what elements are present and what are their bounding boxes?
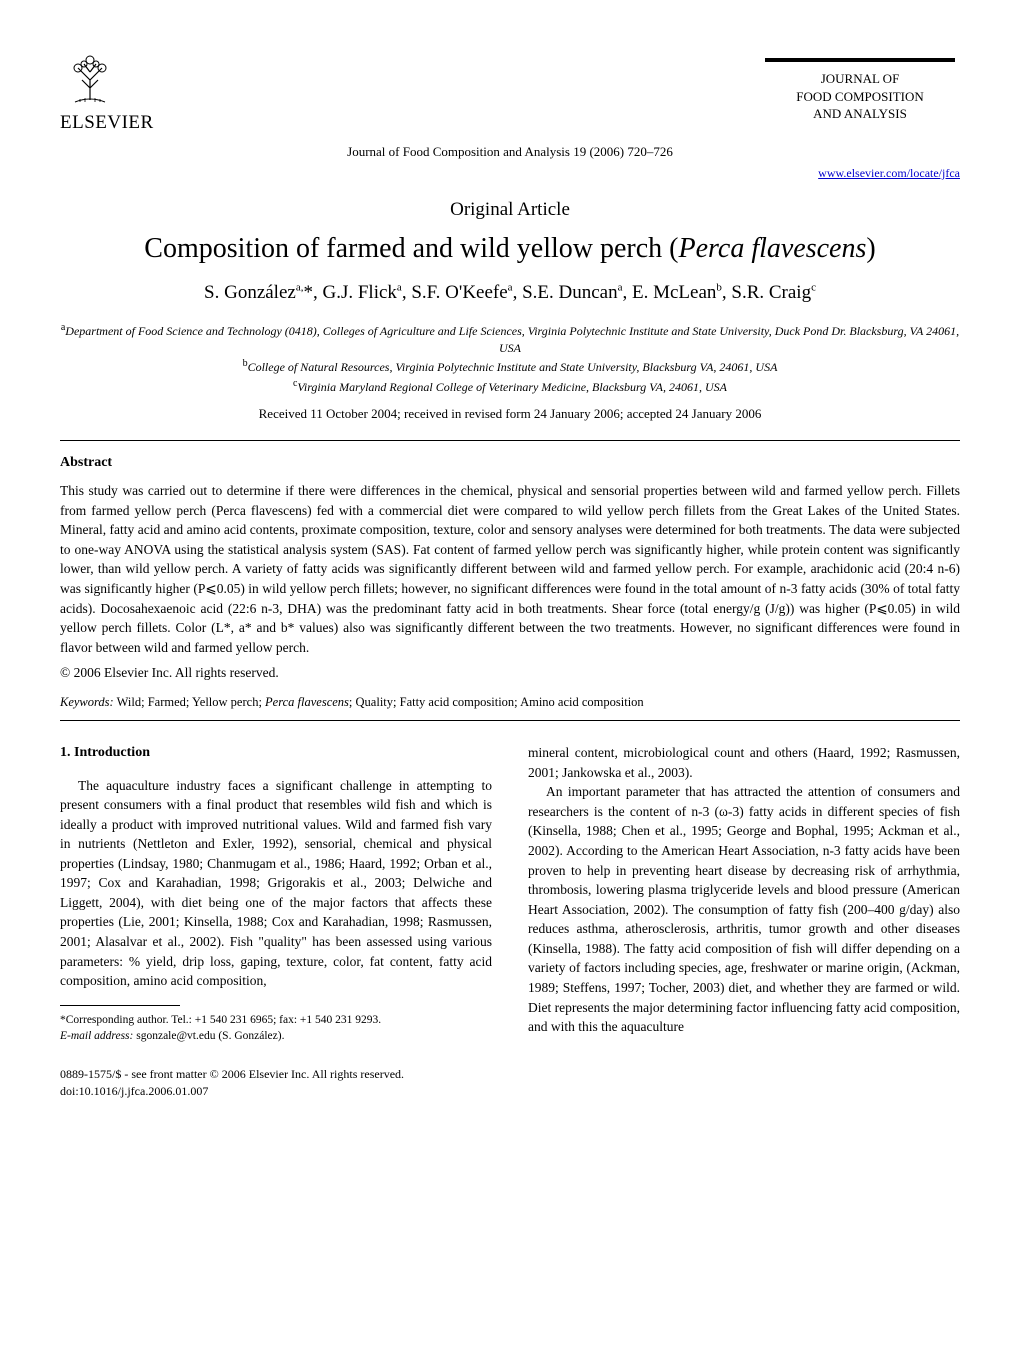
affiliation-c: cVirginia Maryland Regional College of V… [60, 377, 960, 396]
intro-paragraph-left: The aquaculture industry faces a signifi… [60, 776, 492, 991]
journal-url-anchor[interactable]: www.elsevier.com/locate/jfca [818, 166, 960, 180]
introduction-heading: 1. Introduction [60, 743, 492, 763]
article-type: Original Article [60, 199, 960, 221]
keywords-species: Perca flavescens [265, 695, 349, 709]
title-suffix: ) [866, 233, 875, 264]
affiliation-a-text: Department of Food Science and Technolog… [65, 324, 959, 355]
right-column: mineral content, microbiological count a… [528, 743, 960, 1044]
journal-name-block: JOURNAL OF FOOD COMPOSITION AND ANALYSIS [760, 58, 960, 123]
affiliation-c-text: Virginia Maryland Regional College of Ve… [297, 380, 727, 394]
footnote-rule [60, 1005, 180, 1006]
abstract-body: This study was carried out to determine … [60, 481, 960, 657]
footer-block: 0889-1575/$ - see front matter © 2006 El… [60, 1066, 960, 1100]
intro-right-p2: An important parameter that has attracte… [528, 782, 960, 1036]
left-column: 1. Introduction The aquaculture industry… [60, 743, 492, 1044]
journal-name-line3: AND ANALYSIS [760, 105, 960, 123]
affiliations-block: aDepartment of Food Science and Technolo… [60, 321, 960, 397]
issn-line: 0889-1575/$ - see front matter © 2006 El… [60, 1066, 960, 1083]
keywords-after: ; Quality; Fatty acid composition; Amino… [349, 695, 644, 709]
keywords-label: Keywords: [60, 695, 114, 709]
article-title: Composition of farmed and wild yellow pe… [60, 231, 960, 266]
title-prefix: Composition of farmed and wild yellow pe… [144, 233, 678, 264]
affiliation-b: bCollege of Natural Resources, Virginia … [60, 357, 960, 376]
email-value: sgonzale@vt.edu (S. González). [133, 1030, 284, 1042]
journal-url-link[interactable]: www.elsevier.com/locate/jfca [60, 166, 960, 181]
footnotes-block: *Corresponding author. Tel.: +1 540 231 … [60, 1012, 492, 1044]
page-header: ELSEVIER JOURNAL OF FOOD COMPOSITION AND… [60, 50, 960, 134]
title-species: Perca flavescens [679, 233, 867, 264]
intro-right-p1: mineral content, microbiological count a… [528, 743, 960, 782]
received-dates: Received 11 October 2004; received in re… [60, 406, 960, 422]
elsevier-tree-icon [60, 50, 120, 110]
doi-line: doi:10.1016/j.jfca.2006.01.007 [60, 1083, 960, 1100]
rule-below-keywords [60, 720, 960, 721]
rule-above-abstract [60, 440, 960, 441]
affiliation-b-text: College of Natural Resources, Virginia P… [248, 360, 778, 374]
corresponding-author-footnote: *Corresponding author. Tel.: +1 540 231 … [60, 1012, 492, 1028]
journal-name-line1: JOURNAL OF [760, 70, 960, 88]
publisher-logo-block: ELSEVIER [60, 50, 154, 134]
keywords-line: Keywords: Wild; Farmed; Yellow perch; Pe… [60, 695, 960, 710]
authors-line: S. Gonzáleza,*, G.J. Flicka, S.F. O'Keef… [60, 280, 960, 307]
email-label: E-mail address: [60, 1030, 133, 1042]
abstract-heading: Abstract [60, 455, 960, 471]
journal-rule [765, 58, 955, 62]
keywords-before: Wild; Farmed; Yellow perch; [114, 695, 265, 709]
publisher-name: ELSEVIER [60, 112, 154, 134]
body-two-column: 1. Introduction The aquaculture industry… [60, 743, 960, 1044]
abstract-copyright: © 2006 Elsevier Inc. All rights reserved… [60, 665, 960, 681]
journal-citation: Journal of Food Composition and Analysis… [60, 144, 960, 160]
email-footnote: E-mail address: sgonzale@vt.edu (S. Gonz… [60, 1028, 492, 1044]
journal-name-line2: FOOD COMPOSITION [760, 88, 960, 106]
affiliation-a: aDepartment of Food Science and Technolo… [60, 321, 960, 358]
